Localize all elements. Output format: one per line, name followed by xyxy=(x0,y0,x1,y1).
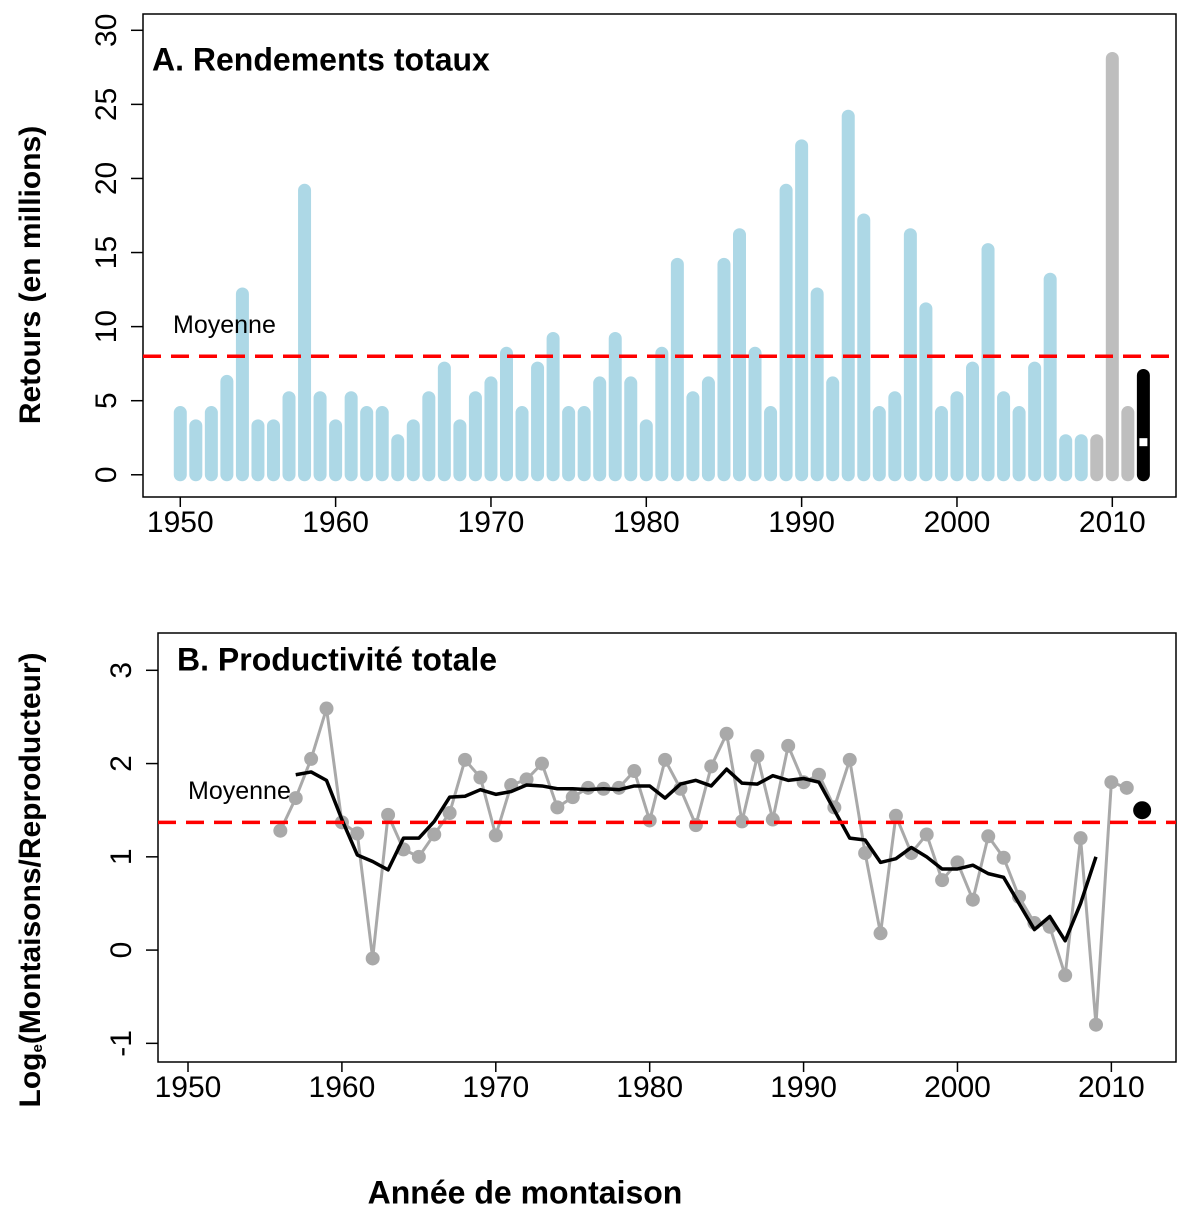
point xyxy=(965,892,980,907)
x-tick-label: 1970 xyxy=(458,506,525,539)
y-tick-label: -1 xyxy=(105,1030,138,1057)
point xyxy=(411,849,426,864)
x-tick-label: 1950 xyxy=(147,506,214,539)
y-tick-label: 2 xyxy=(105,755,138,772)
x-tick-label: 1960 xyxy=(309,1071,376,1104)
y-axis-label-part: e xyxy=(29,1044,46,1052)
y-tick-label: 1 xyxy=(105,848,138,865)
point xyxy=(381,807,396,822)
x-tick-label: 1970 xyxy=(462,1071,529,1104)
point xyxy=(873,926,888,941)
y-axis-label-part: Log xyxy=(14,1053,47,1108)
chart-title: B. Productivité totale xyxy=(177,641,497,677)
y-axis-label: Retours (en millions) xyxy=(14,126,47,424)
point xyxy=(919,827,934,842)
point xyxy=(611,780,626,795)
point xyxy=(581,780,596,795)
x-tick-label: 1980 xyxy=(613,506,680,539)
point xyxy=(642,813,657,828)
point xyxy=(996,850,1011,865)
point xyxy=(1073,831,1088,846)
y-tick-label: 20 xyxy=(90,162,123,195)
point xyxy=(935,873,950,888)
y-tick-label: 10 xyxy=(90,310,123,343)
point xyxy=(1104,775,1119,790)
point xyxy=(1133,801,1152,820)
range-estimate xyxy=(1139,438,1148,447)
x-axis-label: Année de montaison xyxy=(368,1174,683,1210)
x-tick-label: 2010 xyxy=(1079,506,1146,539)
point xyxy=(565,790,580,805)
point xyxy=(735,814,750,829)
plot-frame xyxy=(157,632,1177,1063)
y-axis-label-part: Retours (en millions) xyxy=(14,126,47,424)
point xyxy=(534,756,549,771)
mean-label: Moyenne xyxy=(188,777,291,805)
y-tick-label: 15 xyxy=(90,236,123,269)
point xyxy=(688,818,703,833)
point xyxy=(658,752,673,767)
point xyxy=(842,752,857,767)
y-axis-label: Loge(Montaisons/Reproducteur) xyxy=(14,653,47,1108)
y-tick-label: 5 xyxy=(90,392,123,409)
point xyxy=(304,751,319,766)
title-box xyxy=(165,634,680,690)
point xyxy=(888,808,903,823)
point xyxy=(350,826,365,841)
series-line xyxy=(278,707,1128,1027)
x-tick-label: 1980 xyxy=(616,1071,683,1104)
chart-title: A. Rendements totaux xyxy=(152,41,490,77)
point xyxy=(627,764,642,779)
point xyxy=(750,749,765,764)
point xyxy=(811,767,826,782)
x-tick-label: 1990 xyxy=(768,506,835,539)
plot-frame xyxy=(142,13,1177,498)
point xyxy=(473,770,488,785)
point xyxy=(488,828,503,843)
point xyxy=(288,791,303,806)
x-tick-label: 2010 xyxy=(1078,1071,1145,1104)
point xyxy=(719,726,734,741)
point xyxy=(550,800,565,815)
point xyxy=(781,738,796,753)
point xyxy=(365,951,380,966)
x-tick-label: 2000 xyxy=(924,506,991,539)
point xyxy=(1119,780,1134,795)
point xyxy=(427,827,442,842)
y-tick-label: 30 xyxy=(90,14,123,47)
point xyxy=(704,759,719,774)
y-tick-label: 0 xyxy=(90,466,123,483)
x-tick-label: 1950 xyxy=(155,1071,222,1104)
y-tick-label: 3 xyxy=(105,662,138,679)
point xyxy=(858,846,873,861)
x-tick-label: 1990 xyxy=(770,1071,837,1104)
point xyxy=(1088,1017,1103,1032)
point xyxy=(319,701,334,716)
x-tick-label: 2000 xyxy=(924,1071,991,1104)
point xyxy=(458,752,473,767)
mean-label: Moyenne xyxy=(173,311,276,339)
y-tick-label: 0 xyxy=(105,942,138,959)
series-line xyxy=(295,767,1098,943)
y-axis-label-part: (Montaisons/Reproducteur) xyxy=(14,653,47,1045)
point xyxy=(442,805,457,820)
x-tick-label: 1960 xyxy=(302,506,369,539)
point xyxy=(950,855,965,870)
point xyxy=(981,829,996,844)
y-tick-label: 25 xyxy=(90,88,123,121)
point xyxy=(273,823,288,838)
point xyxy=(765,812,780,827)
point xyxy=(1058,968,1073,983)
point xyxy=(519,772,534,787)
